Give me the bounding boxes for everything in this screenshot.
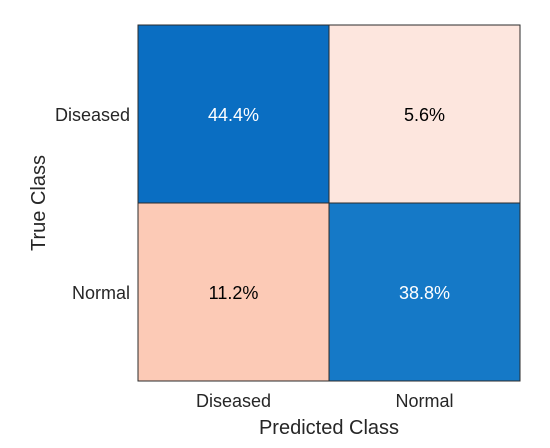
cell-value-label-r1-c1: 38.8% <box>399 283 450 303</box>
matrix-cell-r0-c0 <box>137 24 330 204</box>
cell-value-label-r0-c1: 5.6% <box>404 105 445 125</box>
cell-value-label-r1-c0: 11.2% <box>209 283 259 303</box>
plot-frame <box>137 24 521 382</box>
x-tick-label-1: Normal <box>395 391 453 411</box>
cell-value-label-r0-c0: 44.4% <box>208 105 259 125</box>
y-tick-label-1: Normal <box>72 283 130 303</box>
x-tick-label-0: Diseased <box>196 391 271 411</box>
tick-labels: Diseased Normal Diseased Normal <box>55 105 454 411</box>
matrix-cell-r1-c1 <box>328 202 521 382</box>
matrix-cells: 44.4% 5.6% 11.2% 38.8% <box>137 24 521 382</box>
matrix-cell-r0-c1 <box>328 24 521 204</box>
matrix-cell-r1-c0 <box>137 202 330 382</box>
x-axis-label: Predicted Class <box>259 417 399 439</box>
y-axis-label: True Class <box>28 155 50 251</box>
y-tick-label-0: Diseased <box>55 105 130 125</box>
